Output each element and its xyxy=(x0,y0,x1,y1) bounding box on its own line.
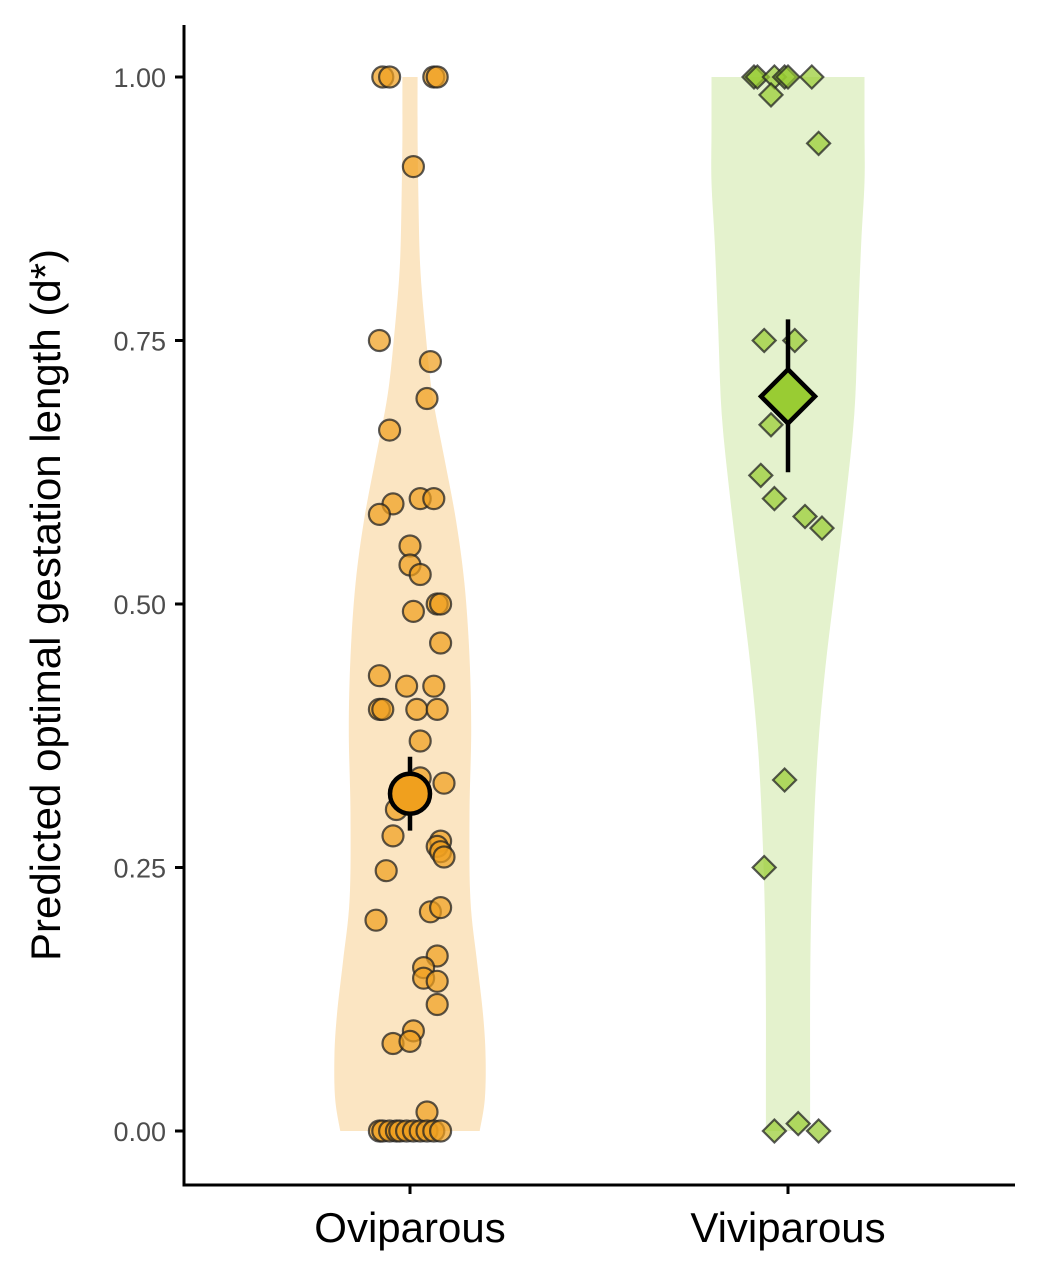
y-tick-label: 1.00 xyxy=(113,63,166,93)
x-tick-label-oviparous: Oviparous xyxy=(314,1204,505,1251)
point-oviparous xyxy=(378,65,402,89)
point-oviparous xyxy=(415,386,439,411)
point-viviparous xyxy=(761,1117,788,1145)
point-oviparous xyxy=(371,697,395,722)
point-viviparous xyxy=(751,854,778,881)
point-oviparous xyxy=(367,502,391,527)
point-oviparous xyxy=(401,599,425,624)
point-oviparous xyxy=(429,895,453,920)
point-oviparous xyxy=(425,969,449,993)
point-viviparous xyxy=(808,515,836,542)
point-oviparous xyxy=(429,1119,453,1143)
point-oviparous xyxy=(429,592,453,616)
x-tick-label-viviparous: Viviparous xyxy=(690,1204,885,1251)
point-oviparous xyxy=(405,697,429,722)
point-oviparous xyxy=(367,664,391,688)
point-viviparous xyxy=(771,766,798,794)
point-viviparous xyxy=(757,411,785,438)
point-oviparous xyxy=(408,729,432,753)
y-tick-label: 0.75 xyxy=(113,327,166,357)
point-oviparous xyxy=(429,631,453,655)
point-oviparous xyxy=(425,65,449,89)
y-tick-label: 0.50 xyxy=(113,590,166,620)
point-oviparous xyxy=(415,1100,439,1124)
point-viviparous xyxy=(751,327,778,354)
point-oviparous xyxy=(401,155,425,179)
point-oviparous xyxy=(378,418,402,442)
point-viviparous xyxy=(761,485,788,512)
point-oviparous xyxy=(432,845,456,869)
point-oviparous xyxy=(418,350,442,374)
point-oviparous xyxy=(398,1029,422,1054)
point-oviparous xyxy=(374,859,398,883)
point-viviparous xyxy=(805,1117,832,1145)
point-oviparous xyxy=(425,992,449,1017)
point-oviparous xyxy=(367,328,391,353)
means-layer xyxy=(387,319,819,831)
point-oviparous xyxy=(395,674,419,698)
point-viviparous xyxy=(798,63,825,91)
point-viviparous xyxy=(747,462,774,489)
y-tick-label: 0.00 xyxy=(113,1117,166,1147)
point-oviparous xyxy=(381,824,405,848)
point-viviparous xyxy=(805,130,832,157)
point-oviparous xyxy=(425,697,449,722)
axes-layer: 0.00 0.25 0.50 0.75 1.00 Oviparous Viviparous xyxy=(113,25,1015,1251)
point-viviparous xyxy=(785,1110,812,1137)
point-oviparous xyxy=(422,674,446,698)
y-tick-label: 0.25 xyxy=(113,854,166,884)
point-oviparous xyxy=(422,487,446,511)
y-axis-title: Predicted optimal gestation length (d*) xyxy=(22,249,69,961)
point-oviparous xyxy=(408,562,432,587)
point-oviparous xyxy=(398,534,422,558)
point-viviparous xyxy=(774,63,802,91)
point-viviparous xyxy=(757,81,785,108)
point-oviparous xyxy=(432,771,456,795)
point-oviparous xyxy=(364,908,388,932)
violin-viviparous xyxy=(711,77,865,1131)
points-layer xyxy=(364,63,836,1145)
mean-viviparous xyxy=(757,366,819,427)
point-viviparous xyxy=(744,63,771,91)
point-viviparous xyxy=(791,503,819,530)
mean-oviparous xyxy=(387,771,433,816)
